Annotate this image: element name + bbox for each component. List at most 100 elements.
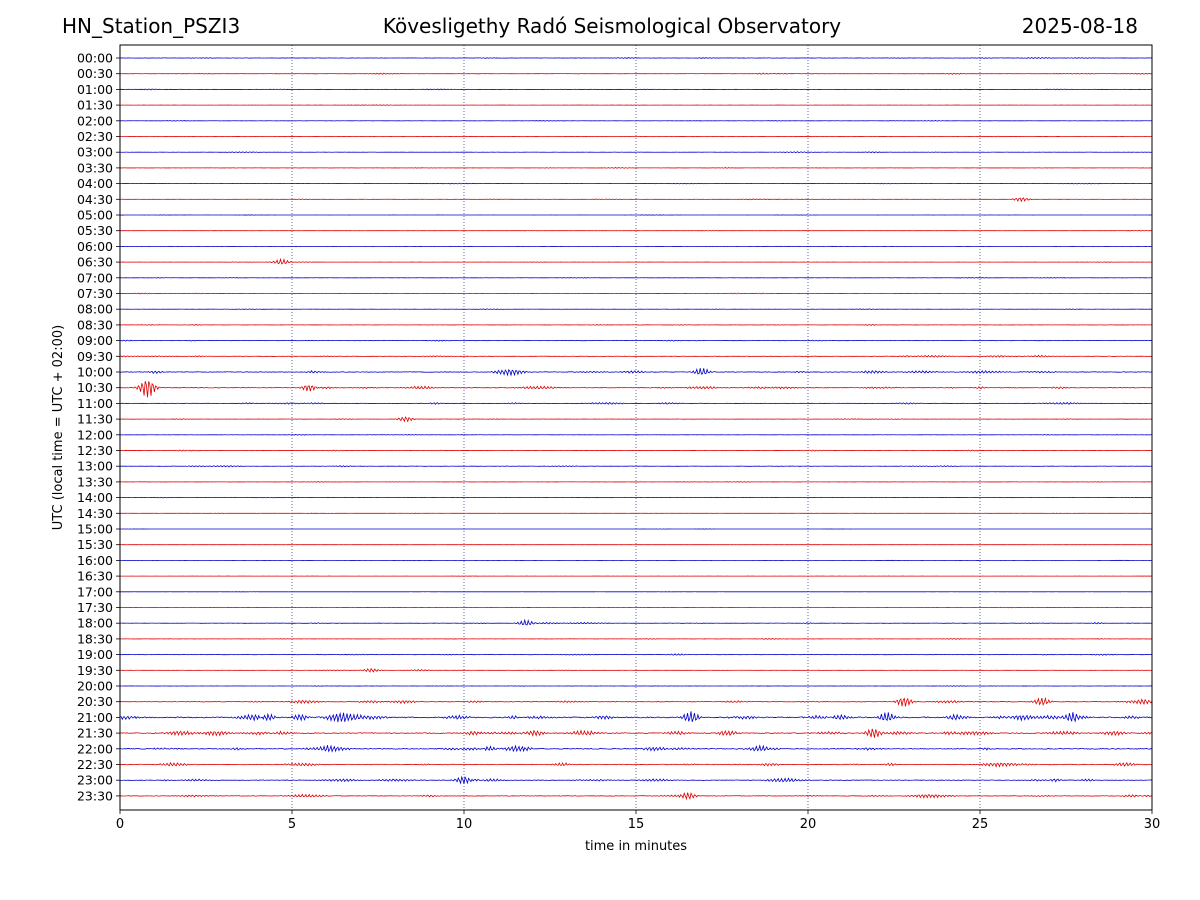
row-label: 19:30 <box>77 663 113 678</box>
trace-1900 <box>119 653 1153 656</box>
row-label: 17:30 <box>77 600 113 615</box>
trace-1800 <box>119 618 1153 626</box>
row-label: 10:00 <box>77 365 113 380</box>
row-label: 22:00 <box>77 741 113 756</box>
trace-0230 <box>120 135 1153 138</box>
row-label: 06:00 <box>77 239 113 254</box>
row-label: 20:00 <box>77 679 113 694</box>
row-label: 00:00 <box>77 51 113 66</box>
row-label: 03:00 <box>77 145 113 160</box>
row-label: 17:00 <box>77 584 113 599</box>
row-label: 15:30 <box>77 537 113 552</box>
row-label: 08:30 <box>77 317 113 332</box>
trace-1000 <box>119 367 1153 377</box>
row-label: 02:00 <box>77 113 113 128</box>
trace-1300 <box>119 465 1153 468</box>
station-name: HN_Station_PSZI3 <box>62 14 241 38</box>
row-label: 09:30 <box>77 349 113 364</box>
row-label: 20:30 <box>77 694 113 709</box>
trace-1930 <box>119 667 1153 673</box>
trace-0930 <box>119 354 1153 358</box>
row-label: 16:00 <box>77 553 113 568</box>
row-label: 11:00 <box>77 396 113 411</box>
row-label: 13:30 <box>77 474 113 489</box>
row-label: 02:30 <box>77 129 113 144</box>
trace-0030 <box>119 72 1153 75</box>
trace-0330 <box>119 166 1153 169</box>
trace-1730 <box>119 606 1153 609</box>
trace-2200 <box>119 744 1153 753</box>
row-label: 18:30 <box>77 631 113 646</box>
trace-0430 <box>119 197 1153 203</box>
trace-0100 <box>119 88 1152 91</box>
trace-1400 <box>119 496 1153 499</box>
trace-1130 <box>119 416 1153 423</box>
row-label: 19:00 <box>77 647 113 662</box>
row-label: 21:30 <box>77 726 113 741</box>
x-axis-label: time in minutes <box>585 839 687 854</box>
row-label: 16:30 <box>77 569 113 584</box>
trace-1200 <box>119 434 1153 436</box>
trace-2230 <box>120 761 1153 768</box>
x-tick-label: 5 <box>288 817 296 832</box>
row-label: 03:30 <box>77 160 113 175</box>
row-label: 09:00 <box>77 333 113 348</box>
row-label: 23:30 <box>77 788 113 803</box>
row-label: 23:00 <box>77 773 113 788</box>
row-label: 13:00 <box>77 459 113 474</box>
row-label: 00:30 <box>77 66 113 81</box>
row-label: 04:00 <box>77 176 113 191</box>
row-label: 01:00 <box>77 82 113 97</box>
row-label: 12:30 <box>77 443 113 458</box>
x-tick-label: 0 <box>116 817 124 832</box>
x-tick-label: 20 <box>800 817 817 832</box>
x-tick-label: 30 <box>1144 817 1161 832</box>
row-label: 14:30 <box>77 506 113 521</box>
trace-0400 <box>119 182 1153 185</box>
trace-2130 <box>119 728 1153 738</box>
x-tick-label: 25 <box>972 817 989 832</box>
trace-0700 <box>119 277 1153 279</box>
trace-1230 <box>119 449 1153 452</box>
row-label: 08:00 <box>77 302 113 317</box>
trace-1330 <box>119 481 1153 483</box>
row-label: 07:00 <box>77 270 113 285</box>
row-label: 05:00 <box>77 208 113 223</box>
trace-0200 <box>119 120 1153 122</box>
record-date: 2025-08-18 <box>1021 14 1138 38</box>
row-label: 01:30 <box>77 98 113 113</box>
trace-2100 <box>119 711 1153 723</box>
trace-0830 <box>119 324 1153 327</box>
trace-2000 <box>119 685 1153 687</box>
row-label: 14:00 <box>77 490 113 505</box>
chart-title: Kövesligethy Radó Seismological Observat… <box>382 14 842 38</box>
row-label: 21:00 <box>77 710 113 725</box>
trace-0630 <box>119 257 1153 265</box>
row-label: 11:30 <box>77 412 113 427</box>
trace-0000 <box>119 56 1153 60</box>
trace-1830 <box>119 637 1153 640</box>
row-label: 07:30 <box>77 286 113 301</box>
row-label: 06:30 <box>77 255 113 270</box>
trace-1100 <box>119 401 1153 405</box>
row-label: 15:00 <box>77 522 113 537</box>
row-label: 18:00 <box>77 616 113 631</box>
row-label: 10:30 <box>77 380 113 395</box>
trace-0300 <box>119 151 1153 154</box>
trace-1030 <box>119 381 1153 398</box>
trace-0900 <box>119 339 1153 342</box>
row-label: 05:30 <box>77 223 113 238</box>
row-label: 12:00 <box>77 427 113 442</box>
row-label: 22:30 <box>77 757 113 772</box>
trace-0730 <box>119 292 1153 295</box>
row-label: 04:30 <box>77 192 113 207</box>
x-tick-label: 10 <box>456 817 473 832</box>
trace-2300 <box>119 775 1153 785</box>
trace-0130 <box>119 104 1153 106</box>
x-tick-label: 15 <box>628 817 645 832</box>
trace-0800 <box>119 308 1153 310</box>
trace-2030 <box>119 696 1153 707</box>
y-axis-label: UTC (local time = UTC + 02:00) <box>51 325 66 530</box>
trace-2330 <box>119 792 1153 801</box>
